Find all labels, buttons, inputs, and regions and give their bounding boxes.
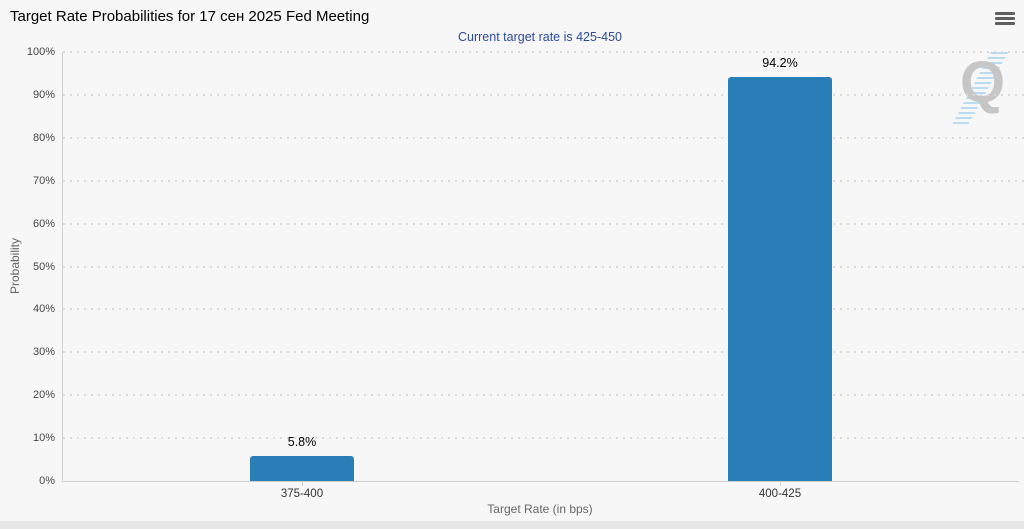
y-tick-label: 0% [39,475,55,487]
chart-title: Target Rate Probabilities for 17 сен 202… [10,8,370,25]
y-tick-label: 50% [32,260,55,273]
y-tick-label: 10% [32,432,55,445]
gridline [63,93,1024,96]
y-tick-label: 90% [32,88,55,101]
y-tick-label: 80% [32,131,55,144]
chart-subtitle: Current target rate is 425-450 [458,30,622,44]
gridline [63,136,1024,139]
gridline [63,437,1024,440]
gridline [63,265,1024,268]
bar-400-425[interactable] [728,76,832,481]
gridline [63,51,1024,53]
y-tick-label: 40% [32,303,55,316]
menu-bar [995,16,1015,20]
gridline [63,179,1024,182]
x-axis-title: Target Rate (in bps) [487,502,593,516]
menu-bar [995,12,1015,15]
gridline [63,222,1024,225]
y-axis-title: Probability [8,237,22,295]
y-tick-label: 20% [32,389,55,402]
x-category-label: 375-400 [280,488,324,500]
plot-area: 0% 10% 20% 30% 40% 50% 60% 70% 80% 90% 100% 5.8% 375… [27,46,1024,500]
gridline [63,308,1024,311]
y-tick-label: 30% [32,346,55,359]
x-axis-tick [780,481,781,486]
x-axis-tick [302,481,303,486]
y-tick-label: 100% [26,46,55,58]
page-bottom-strip [0,521,1024,529]
bar-value-label: 94.2% [762,55,798,70]
bar-375-400[interactable] [250,456,354,481]
gridline [63,394,1024,397]
menu-bar [995,21,1015,25]
hamburger-menu-icon[interactable] [995,12,1015,26]
x-category-label: 400-425 [758,488,802,500]
y-tick-label: 60% [32,217,55,230]
y-tick-label: 70% [32,174,55,187]
gridline [63,351,1024,354]
bar-value-label: 5.8% [287,435,317,450]
